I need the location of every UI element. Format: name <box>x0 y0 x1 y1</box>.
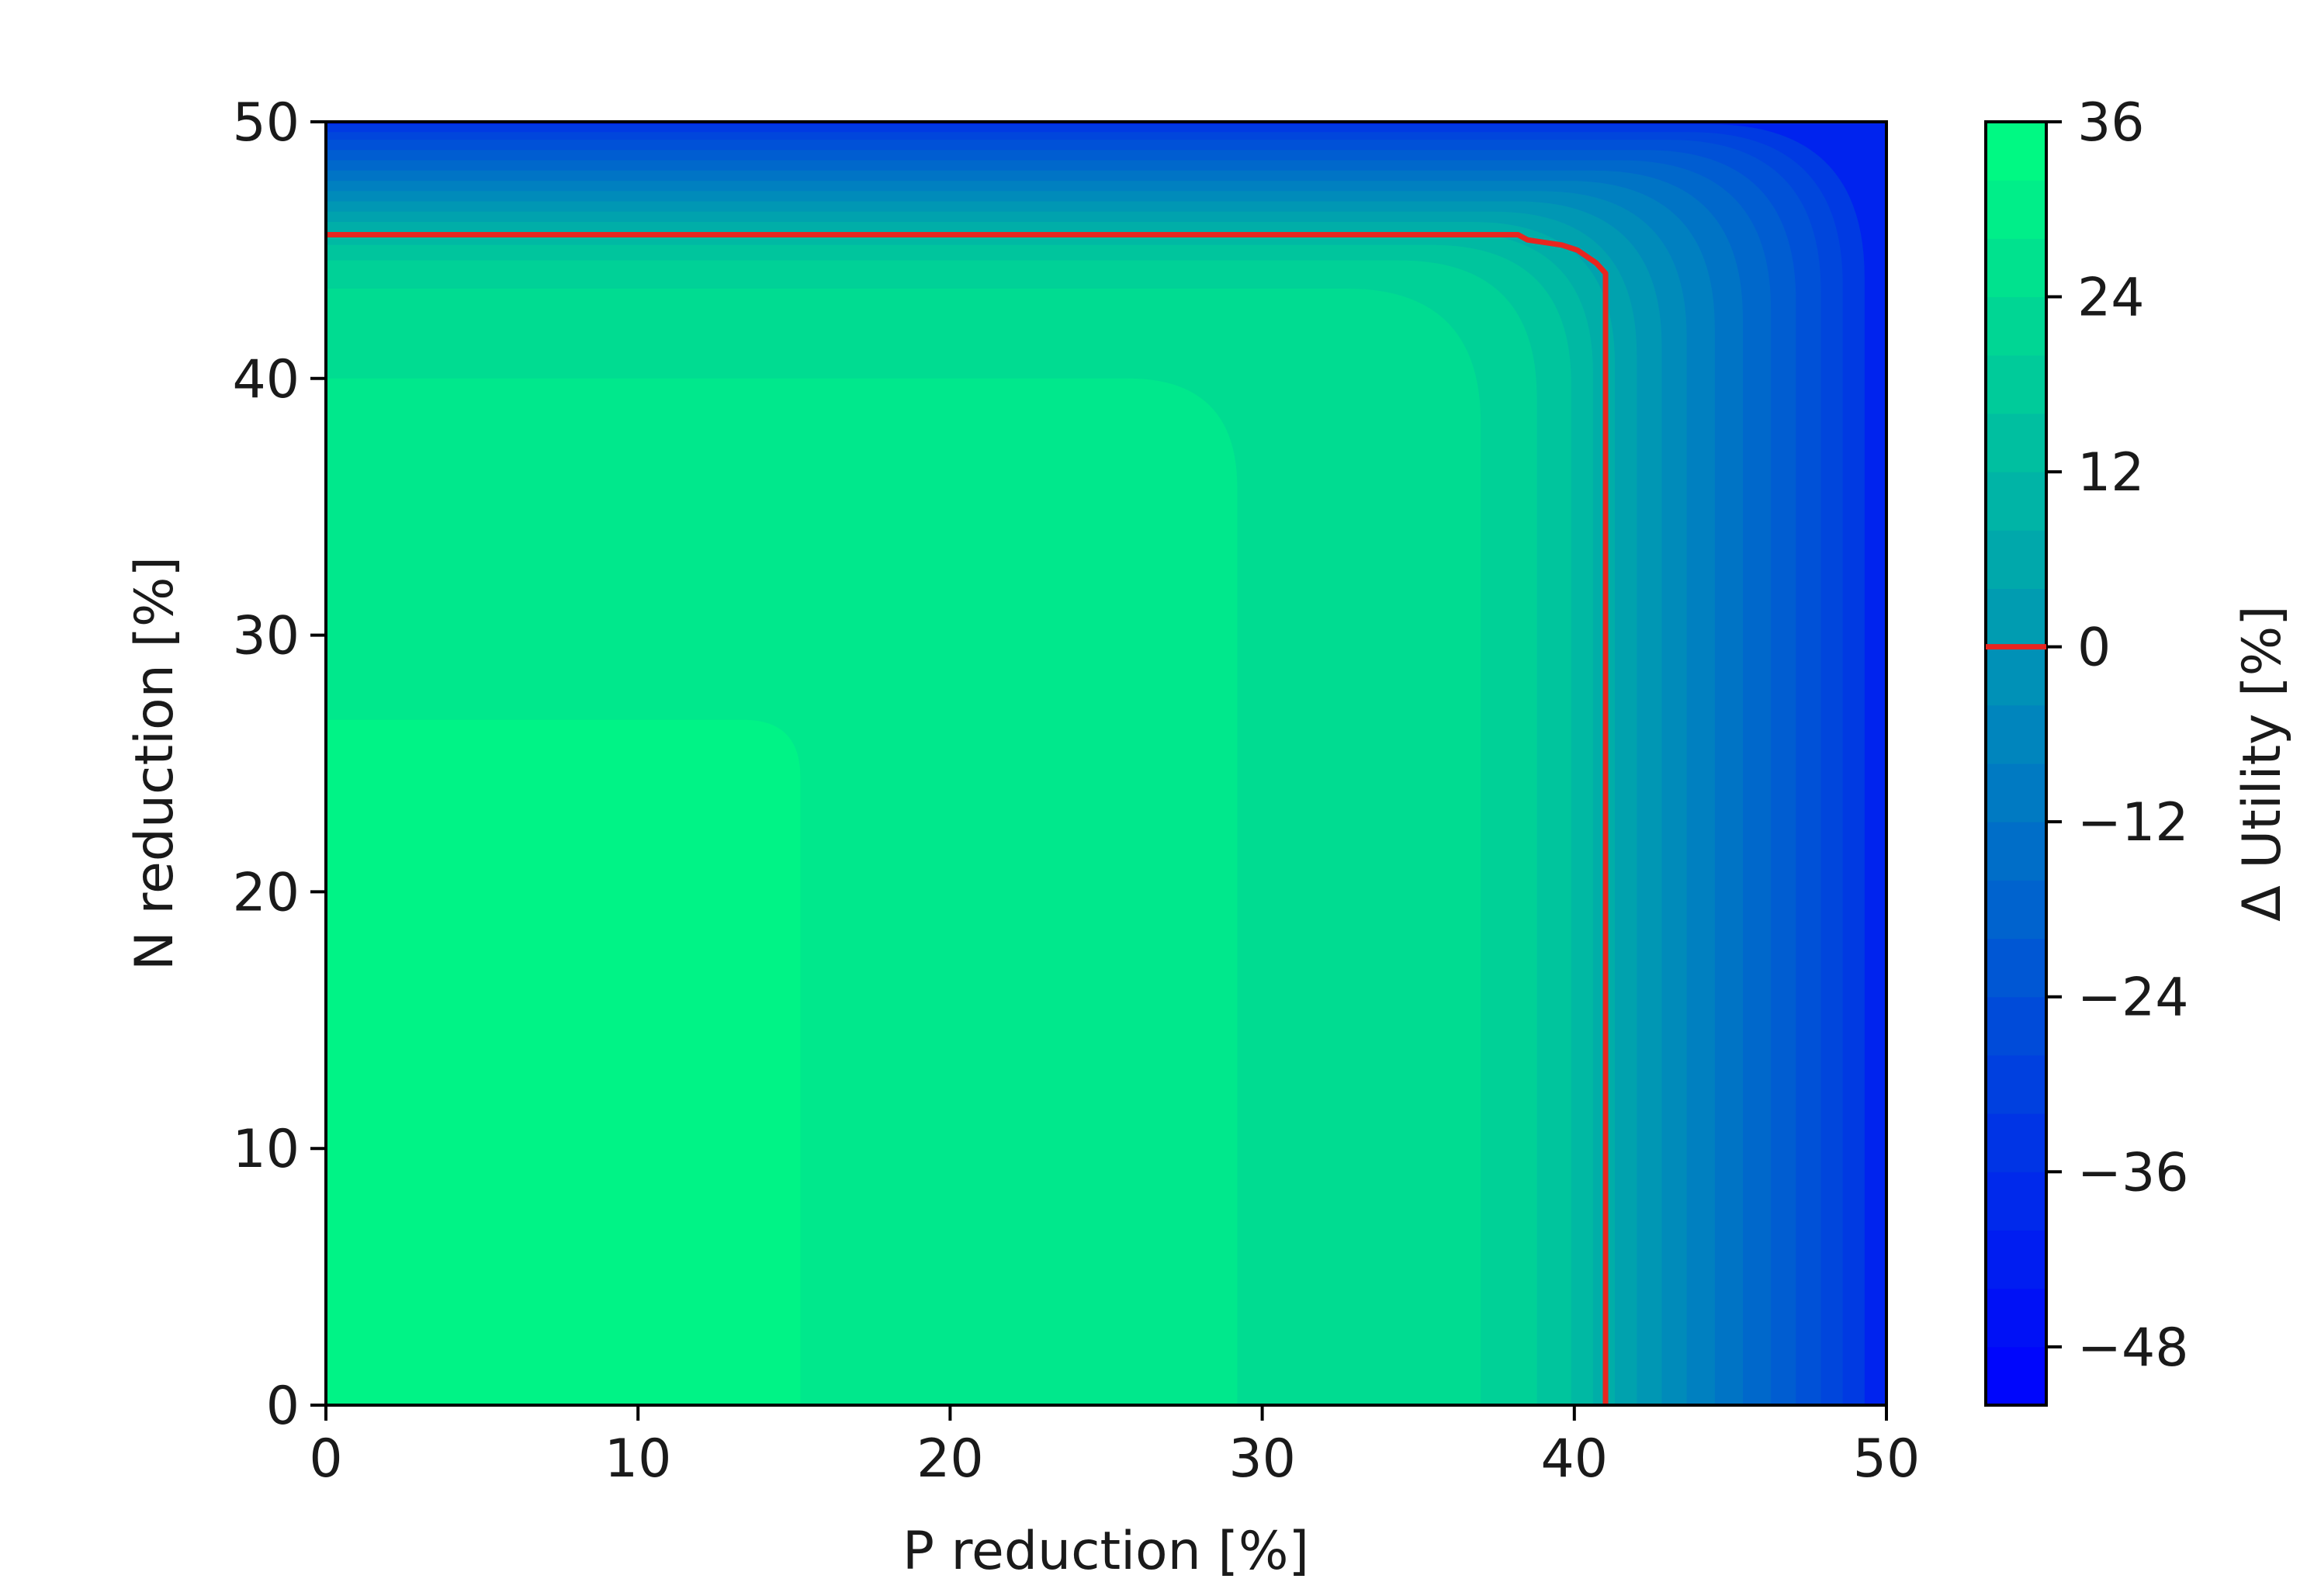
y-tick-label: 30 <box>232 606 300 667</box>
colorbar-band <box>1986 180 2046 239</box>
colorbar-tick-label: −12 <box>2077 792 2189 853</box>
x-tick-label: 10 <box>604 1428 672 1490</box>
colorbar-tick-label: −24 <box>2077 968 2189 1029</box>
colorbar-band <box>1986 413 2046 473</box>
y-tick-label: 0 <box>266 1376 300 1437</box>
colorbar-tick-label: −36 <box>2077 1142 2189 1203</box>
zero-contour-line <box>326 232 1609 1405</box>
y-axis: 0 10 20 30 40 50 <box>232 92 326 1437</box>
colorbar-band <box>1986 238 2046 298</box>
y-tick-label: 50 <box>232 92 300 154</box>
colorbar-band <box>1986 530 2046 589</box>
colorbar-tick-label: 0 <box>2077 618 2111 679</box>
colorbar-frame <box>1984 120 2048 1407</box>
colorbar-band <box>1986 646 2046 706</box>
colorbar-band <box>1986 705 2046 764</box>
colorbar-band <box>1986 880 2046 940</box>
colorbar-band <box>1986 588 2046 648</box>
y-tick-label: 20 <box>232 862 300 923</box>
x-tick-label: 20 <box>916 1428 984 1490</box>
colorbar-band <box>1986 1054 2046 1114</box>
y-tick-label: 40 <box>232 349 300 410</box>
colorbar-band <box>1986 1113 2046 1172</box>
colorbar-band <box>1986 996 2046 1056</box>
colorbar-band <box>1986 122 2046 181</box>
colorbar-band <box>1986 1172 2046 1231</box>
x-axis: 0 10 20 30 40 50 <box>309 1405 1920 1490</box>
colorbar-tick-label: −48 <box>2077 1317 2189 1379</box>
colorbar-band <box>1986 296 2046 356</box>
colorbar-band <box>1986 938 2046 998</box>
x-tick-label: 30 <box>1228 1428 1296 1490</box>
colorbar-band <box>1986 1346 2046 1406</box>
y-tick-label: 10 <box>232 1119 300 1180</box>
colorbar-label: Δ Utility [%] <box>2232 605 2293 921</box>
colorbar-band <box>1986 472 2046 531</box>
contour-regions <box>326 122 1886 1405</box>
zero-contour-group <box>326 232 1609 1405</box>
colorbar-tick-label: 36 <box>2077 92 2145 154</box>
x-tick-label: 0 <box>309 1428 342 1490</box>
colorbar-band <box>1986 355 2046 414</box>
contour-band <box>326 719 801 1405</box>
x-axis-label: P reduction [%] <box>902 1521 1309 1582</box>
colorbar-tick-label: 24 <box>2077 268 2145 329</box>
colorbar-tick-label: 12 <box>2077 442 2145 504</box>
colorbar-band <box>1986 763 2046 822</box>
colorbar-band <box>1986 822 2046 881</box>
colorbar-band <box>1986 1288 2046 1348</box>
y-axis-label: N reduction [%] <box>124 556 185 971</box>
plot-frame <box>324 120 1888 1407</box>
colorbar: 36 24 12 0 −12 −24 −36 −48 <box>1984 92 2189 1407</box>
x-tick-label: 40 <box>1541 1428 1609 1490</box>
colorbar-band <box>1986 1230 2046 1290</box>
x-tick-label: 50 <box>1853 1428 1921 1490</box>
